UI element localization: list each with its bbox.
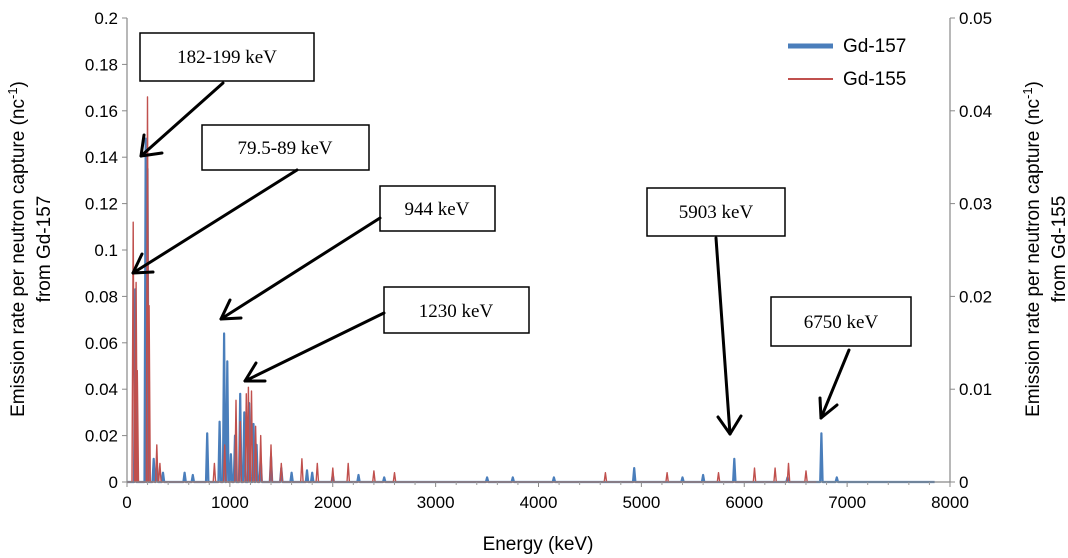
callout-arrow-head xyxy=(131,252,155,275)
callout-arrow-head xyxy=(219,298,243,321)
y-left-tick-label: 0.1 xyxy=(94,241,118,260)
callout-944kev: 944 keV xyxy=(219,185,496,321)
callout-arrow-shaft xyxy=(714,236,732,436)
x-tick-label: 3000 xyxy=(417,493,455,512)
callout-box xyxy=(646,187,786,237)
x-tick-label: 5000 xyxy=(622,493,660,512)
callout-arrow-shaft xyxy=(139,81,225,158)
callout-box xyxy=(383,286,530,334)
y-right-tick-label: 0.01 xyxy=(959,380,992,399)
callout-arrow-shaft xyxy=(131,168,299,275)
x-tick-label: 2000 xyxy=(314,493,352,512)
y-left-tick-label: 0.2 xyxy=(94,9,118,28)
y-left-tick-label: 0.04 xyxy=(85,380,118,399)
left-axis-title: Emission rate per neutron capture (nc-1)… xyxy=(5,81,55,417)
callout-arrow-shaft xyxy=(219,216,382,321)
left-axis-title-superscript: -1 xyxy=(5,87,20,99)
y-right-tick-label: 0.05 xyxy=(959,9,992,28)
left-axis-title-line2: from Gd-157 xyxy=(34,196,55,303)
y-left-tick-label: 0.14 xyxy=(85,148,118,167)
right-axis-title-superscript: -1 xyxy=(1020,87,1035,99)
callout-5903kev: 5903 keV xyxy=(646,187,786,436)
right-axis-title-line1: Emission rate per neutron capture (nc-1) xyxy=(1020,81,1044,417)
callout-box xyxy=(379,185,496,232)
y-right-tick-label: 0.02 xyxy=(959,287,992,306)
left-axis-title-line1: Emission rate per neutron capture (nc-1) xyxy=(5,81,29,417)
right-axis-title-close: ) xyxy=(1023,81,1044,87)
x-tick-label: 8000 xyxy=(931,493,969,512)
x-tick-label: 4000 xyxy=(520,493,558,512)
callout-label: 79.5-89 keV xyxy=(238,138,333,159)
callout-box xyxy=(770,296,912,347)
callout-label: 182-199 keV xyxy=(177,47,277,68)
callout-label: 6750 keV xyxy=(804,312,879,333)
y-left-tick-label: 0.16 xyxy=(85,102,118,121)
x-axis-title: Energy (keV) xyxy=(483,534,594,555)
callout-6750kev: 6750 keV xyxy=(770,296,912,420)
y-left-tick-label: 0.08 xyxy=(85,287,118,306)
callout-1230kev: 1230 keV xyxy=(243,286,530,383)
left-axis-title-main: Emission rate per neutron capture (nc xyxy=(8,99,29,417)
legend: Gd-157 Gd-155 xyxy=(788,36,906,90)
legend-label-gd-155: Gd-155 xyxy=(843,69,906,90)
right-axis-title-main: Emission rate per neutron capture (nc xyxy=(1023,99,1044,417)
x-ticks: 0 1000 2000 3000 4000 5000 6000 7000 8000 xyxy=(122,482,969,512)
callout-182-199kev: 182-199 keV xyxy=(139,32,315,158)
y-left-tick-label: 0.06 xyxy=(85,334,118,353)
callout-79-5-89kev: 79.5-89 keV xyxy=(131,124,370,275)
right-axis-title: Emission rate per neutron capture (nc-1)… xyxy=(1020,81,1068,417)
x-tick-label: 7000 xyxy=(828,493,866,512)
callout-label: 1230 keV xyxy=(419,301,494,322)
y-left-ticks: 0 0.02 0.04 0.06 0.08 0.1 0.12 0.14 0.16 0.18 0.2 xyxy=(85,9,127,492)
y-right-tick-label: 0.03 xyxy=(959,195,992,214)
x-tick-label: 6000 xyxy=(725,493,763,512)
annotations: 182-199 keV 79.5-89 keV 944 keV 1230 keV… xyxy=(131,32,912,436)
callout-box xyxy=(139,32,315,82)
x-tick-label: 1000 xyxy=(211,493,249,512)
right-axis-title-line2: from Gd-155 xyxy=(1049,196,1068,303)
left-axis-title-close: ) xyxy=(8,81,29,87)
x-tick-label: 0 xyxy=(122,493,131,512)
callout-label: 5903 keV xyxy=(679,202,754,223)
callout-arrow-head xyxy=(716,414,743,436)
y-left-tick-label: 0.12 xyxy=(85,195,118,214)
callout-arrow-shaft xyxy=(243,311,386,383)
y-left-tick-label: 0.18 xyxy=(85,55,118,74)
legend-label-gd-157: Gd-157 xyxy=(843,36,906,57)
callout-label: 944 keV xyxy=(405,199,470,220)
callout-arrow-head xyxy=(139,133,164,158)
callout-arrow-head xyxy=(818,396,839,420)
y-right-tick-label: 0.04 xyxy=(959,102,992,121)
callout-arrow-head xyxy=(243,361,267,383)
callout-arrow-shaft xyxy=(819,348,851,420)
callout-box xyxy=(201,124,370,171)
y-left-tick-label: 0.02 xyxy=(85,427,118,446)
y-left-tick-label: 0 xyxy=(109,473,118,492)
y-right-tick-label: 0 xyxy=(959,473,968,492)
y-right-ticks: 0 0.01 0.02 0.03 0.04 0.05 xyxy=(950,9,992,492)
